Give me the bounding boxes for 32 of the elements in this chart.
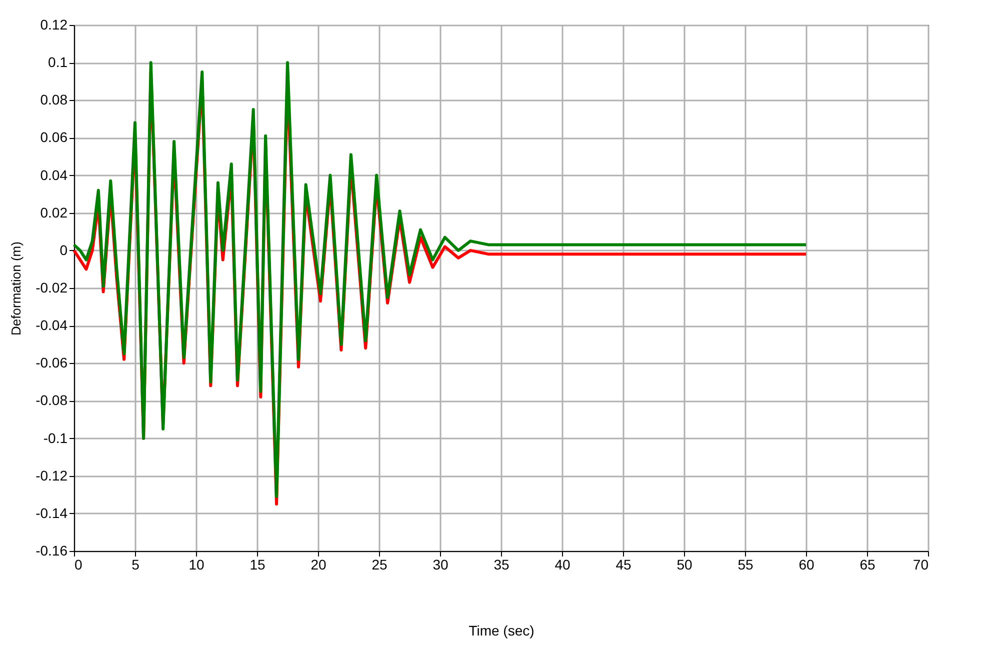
x-tick-label: 20 [310, 556, 326, 572]
x-axis-title: Time (sec) [468, 622, 534, 638]
y-axis-title: Deformation (m) [8, 242, 24, 336]
y-tick-label: 0.06 [40, 129, 68, 146]
y-tick-label: -0.16 [36, 542, 68, 558]
y-tick-label: 0.1 [48, 54, 68, 70]
y-tick-label: 0.02 [40, 204, 68, 220]
y-tick-label: 0.04 [40, 166, 68, 183]
y-tick-label: -0.06 [36, 354, 68, 371]
y-tick-label: 0.12 [40, 16, 68, 32]
y-tick-label: -0.04 [36, 317, 68, 334]
y-tick-label: 0 [60, 242, 68, 258]
x-tick-label: 10 [188, 556, 204, 572]
x-tick-label: 50 [676, 556, 692, 572]
x-tick-label: 40 [554, 556, 570, 572]
y-tick-label: -0.08 [36, 392, 68, 408]
y-tick-label: -0.14 [36, 504, 68, 521]
y-tick-label: -0.1 [43, 430, 68, 446]
x-tick-label: 35 [494, 556, 510, 572]
x-tick-label: 55 [738, 556, 754, 572]
x-tick-label: 5 [132, 556, 140, 572]
y-tick-label: -0.02 [36, 280, 68, 296]
x-tick-label: 45 [616, 556, 632, 572]
y-tick-label: -0.12 [36, 467, 68, 484]
x-tick-label: 30 [432, 556, 448, 572]
x-tick-label: 60 [798, 556, 814, 572]
x-tick-label: 70 [912, 556, 929, 572]
x-tick-label: 65 [860, 556, 876, 572]
x-tick-label: 0 [74, 556, 82, 572]
x-tick-label: 25 [372, 556, 388, 572]
x-tick-label: 15 [250, 556, 266, 572]
y-tick-label: 0.08 [40, 92, 68, 108]
